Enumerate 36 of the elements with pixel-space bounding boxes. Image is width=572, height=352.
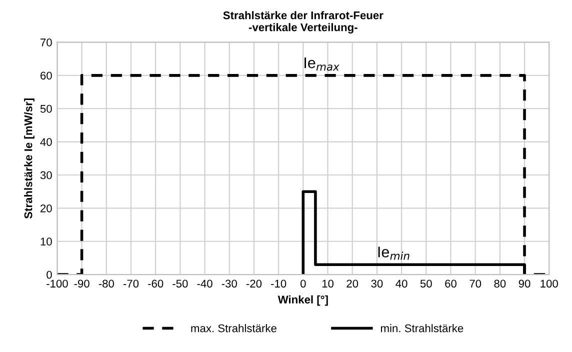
x-tick-label: -50 <box>172 280 188 288</box>
x-tick-label: 30 <box>371 280 383 288</box>
x-tick-label: -10 <box>271 280 286 288</box>
y-tick-label: 10 <box>40 238 52 246</box>
x-tick-label: 0 <box>300 280 306 288</box>
y-tick-label: 70 <box>40 38 52 46</box>
x-tick-label: -60 <box>148 280 164 288</box>
chart-title: Strahlstärke der Infrarot-Feuer -vertikale Verteilung- <box>223 11 384 34</box>
x-tick-label: -80 <box>98 280 114 288</box>
legend-label: max. Strahlstärke <box>191 324 276 332</box>
x-tick-label: 100 <box>540 280 558 288</box>
x-tick-label: 10 <box>322 280 334 288</box>
x-tick-label: -40 <box>197 280 212 288</box>
y-axis-title: Strahlstärke Ie [mW/sr] <box>24 98 34 219</box>
x-tick-label: 90 <box>518 280 530 288</box>
x-tick-label: 80 <box>494 280 506 288</box>
y-tick-label: 60 <box>40 72 52 80</box>
x-tick-label: -90 <box>74 280 90 288</box>
annotation: Ie$_{min}$ <box>378 246 410 260</box>
y-tick-label: 50 <box>40 104 52 113</box>
y-tick-label: 40 <box>40 138 52 146</box>
x-tick-label: 40 <box>396 280 408 288</box>
x-tick-label: -20 <box>246 280 262 288</box>
x-tick-label: 60 <box>445 280 456 288</box>
x-tick-label: -100 <box>46 280 68 288</box>
x-tick-label: 70 <box>470 280 482 288</box>
y-tick-label: 20 <box>40 204 52 212</box>
x-tick-label: -30 <box>222 280 237 288</box>
y-tick-label: 30 <box>40 171 52 180</box>
x-axis-title: Winkel [°] <box>278 295 328 306</box>
annotation: Ie$_{max}$ <box>304 58 340 71</box>
y-tick-label: 0 <box>46 270 52 279</box>
x-tick-label: -70 <box>123 280 139 288</box>
x-tick-label: 50 <box>420 280 432 288</box>
x-tick-label: 20 <box>346 280 358 288</box>
legend-label: min. Strahlstärke <box>380 324 464 332</box>
